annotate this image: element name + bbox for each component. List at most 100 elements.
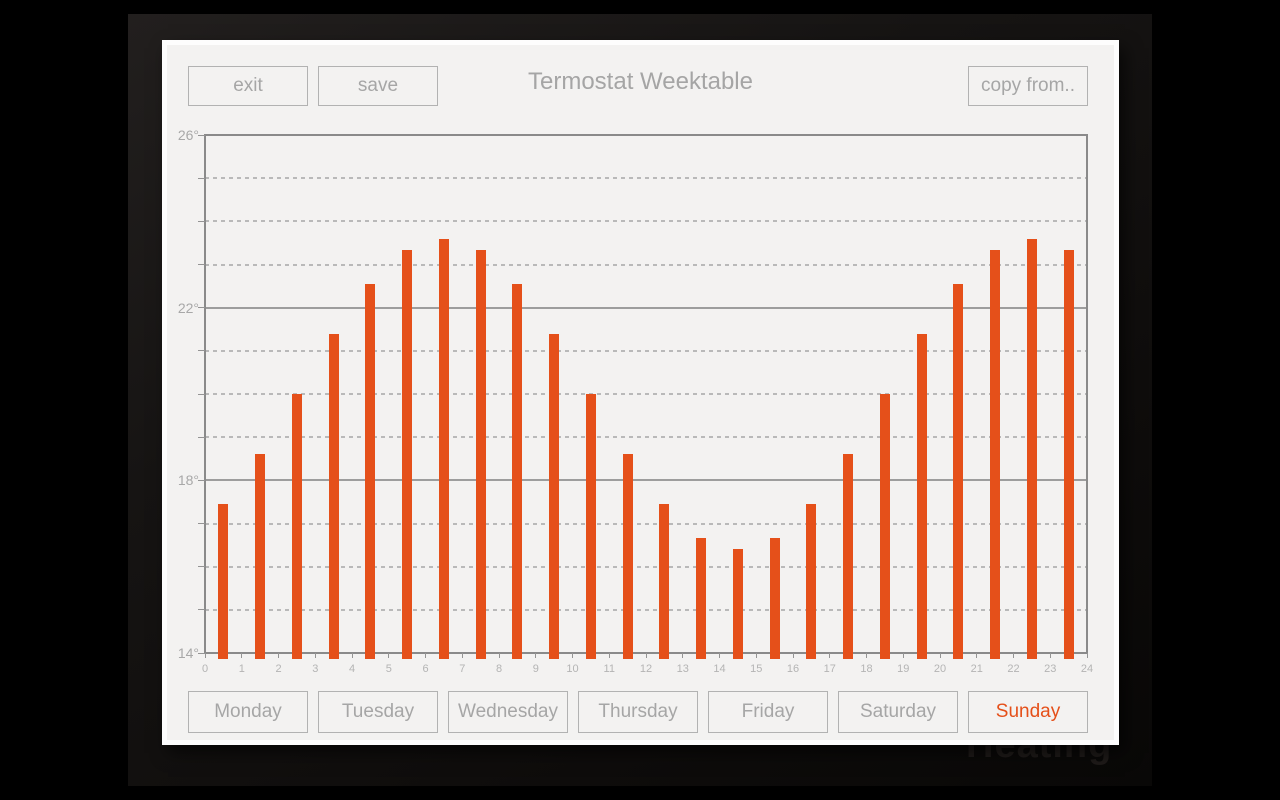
y-axis-tick-24deg [198,220,205,222]
temp-bar-hour-5[interactable] [402,250,413,659]
temp-bar-hour-6[interactable] [438,238,449,659]
temp-bar-hour-19[interactable] [916,334,927,659]
y-axis-tick-26deg [198,134,205,136]
x-axis-label-5h: 5 [385,663,392,675]
y-axis-tick-14deg [198,652,205,654]
temp-bar-hour-16[interactable] [806,504,817,659]
x-axis-label-8h: 8 [495,663,503,675]
x-axis-tick-9h [535,653,537,658]
x-axis-tick-13h [682,653,684,658]
temp-bar-hour-17[interactable] [843,453,854,659]
x-axis-label-10h: 10 [566,663,579,675]
temp-bar-hour-11[interactable] [622,453,633,659]
temp-bar-hour-3[interactable] [328,334,339,659]
x-axis-label-6h: 6 [422,663,429,675]
x-axis-tick-21h [976,653,978,658]
x-axis-label-15h: 15 [750,663,763,675]
temp-bar-hour-0[interactable] [218,504,229,659]
temp-bar-hour-7[interactable] [475,250,486,659]
exit-button[interactable]: exit [188,66,308,106]
gridline-dashed-17deg [205,522,1087,525]
chart-frame-left [204,134,206,654]
y-axis-label-26deg: 26° [177,127,199,143]
temp-bar-hour-20[interactable] [953,283,964,659]
x-axis-label-23h: 23 [1044,663,1057,675]
x-axis-label-2h: 2 [275,663,282,675]
y-axis-tick-25deg [198,177,205,179]
x-axis-tick-14h [719,653,720,658]
x-axis-tick-6h [425,653,426,658]
gridline-dashed-25deg [205,177,1087,180]
gridline-dashed-21deg [205,349,1087,352]
temp-bar-hour-12[interactable] [659,504,670,659]
temp-bar-hour-13[interactable] [696,537,707,659]
day-button-tuesday[interactable]: Tuesday [318,691,438,733]
x-axis-tick-15h [755,653,757,658]
x-axis-label-7h: 7 [459,663,466,675]
temp-bar-hour-21[interactable] [990,250,1001,659]
day-button-sunday[interactable]: Sunday [968,691,1088,733]
temp-bar-hour-1[interactable] [255,453,266,659]
x-axis-tick-22h [1013,653,1014,658]
temp-bar-hour-4[interactable] [365,283,376,659]
x-axis-tick-0h [204,653,206,658]
x-axis-tick-11h [608,653,610,658]
x-axis-tick-12h [645,653,647,658]
x-axis-tick-23h [1049,653,1051,658]
y-axis-tick-16deg [198,566,205,568]
y-axis-label-22deg: 22° [177,299,199,316]
copy-from-button[interactable]: copy from.. [968,66,1088,106]
gridline-dashed-19deg [205,436,1087,439]
temp-bar-hour-22[interactable] [1026,238,1037,659]
x-axis-label-9h: 9 [532,663,539,675]
temp-bar-hour-23[interactable] [1063,250,1074,659]
y-axis-tick-15deg [198,609,205,611]
temp-bar-hour-18[interactable] [879,394,890,659]
gridline-dashed-23deg [205,263,1087,266]
thermostat-weektable-window: exit save Termostat Weektable copy from.… [162,40,1119,745]
x-axis-tick-16h [792,653,794,658]
y-axis-tick-20deg [198,393,205,395]
x-axis-label-24h: 24 [1080,663,1094,675]
x-axis-label-4h: 4 [348,663,356,675]
y-axis-label-14deg: 14° [177,645,199,661]
x-axis-tick-5h [388,653,390,658]
day-button-thursday[interactable]: Thursday [578,691,698,733]
x-axis-tick-19h [902,653,904,658]
device-backdrop: Heating exit save Termostat Weektable co… [128,14,1152,786]
temp-bar-hour-14[interactable] [732,549,743,659]
gridline-dashed-16deg [205,565,1087,568]
y-axis-tick-21deg [198,350,205,352]
x-axis-label-17h: 17 [823,663,836,675]
temp-bar-hour-15[interactable] [769,537,780,659]
page-title: Termostat Weektable [528,68,753,95]
temp-bar-hour-9[interactable] [549,334,560,659]
x-axis-tick-7h [461,653,463,658]
day-button-friday[interactable]: Friday [708,691,828,733]
gridline-dashed-20deg [205,393,1087,395]
x-axis-label-20h: 20 [933,663,947,675]
temp-bar-hour-2[interactable] [291,394,302,659]
x-axis-label-1h: 1 [238,663,245,675]
day-button-saturday[interactable]: Saturday [838,691,958,733]
x-axis-label-22h: 22 [1007,663,1020,675]
x-axis-tick-24h [1086,653,1088,658]
x-axis-tick-3h [314,653,316,658]
day-button-wednesday[interactable]: Wednesday [448,691,568,733]
x-axis-label-3h: 3 [312,663,319,675]
temperature-chart: 26° 22° 18° 14° 0 1 2 3 4 5 6 7 8 9 10 11 12 13 14 15 16 17 18… [178,127,1093,675]
x-axis-label-16h: 16 [786,663,800,675]
chart-frame-right [1086,134,1088,654]
x-axis-tick-10h [572,653,573,658]
y-axis-tick-18deg [198,479,205,481]
x-axis-label-12h: 12 [639,663,653,675]
x-axis-tick-4h [351,653,353,658]
temp-bar-hour-8[interactable] [512,283,523,659]
x-axis-label-19h: 19 [897,663,910,675]
save-button[interactable]: save [318,66,438,106]
day-button-monday[interactable]: Monday [188,691,308,733]
temp-bar-hour-10[interactable] [585,394,596,659]
x-axis-label-11h: 11 [603,663,615,675]
x-axis-label-18h: 18 [860,663,873,675]
